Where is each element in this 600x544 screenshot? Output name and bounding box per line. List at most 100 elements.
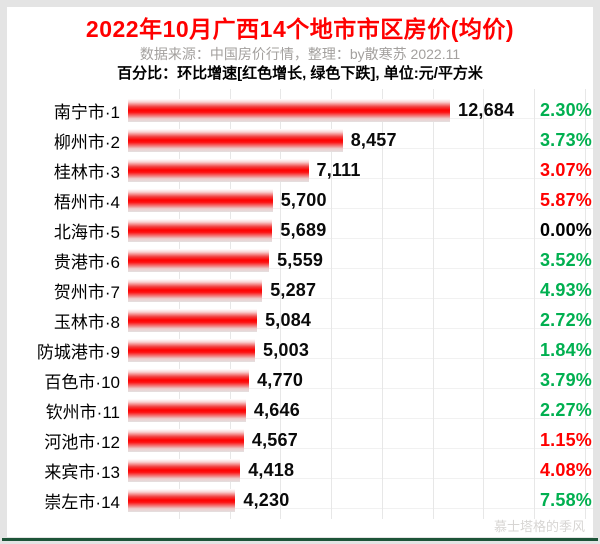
city-label: 贺州市·7 [53,282,120,302]
price-bar [128,278,263,302]
city-label: 北海市·5 [53,222,120,242]
city-label: 桂林市·3 [53,162,120,182]
pct-change-label: 3.07% [539,159,592,180]
price-value-label: 5,689 [280,219,327,240]
gridline [534,89,536,519]
pct-change-label: 1.84% [539,339,592,360]
pct-change-label: 4.08% [539,459,592,480]
chart-row: 南宁市·1 12,684 2.30% [7,95,593,125]
bar-track: 5,700 [128,188,535,212]
gridline [483,89,485,519]
price-value-label: 4,230 [243,489,290,510]
city-label: 来宾市·13 [44,462,120,482]
city-label: 南宁市·1 [53,102,120,122]
chart-row: 桂林市·3 7,111 3.07% [7,155,593,185]
bar-track: 4,567 [128,428,535,452]
gridline [178,89,180,519]
bar-track: 5,287 [128,278,535,302]
price-bar [128,488,236,512]
price-value-label: 5,084 [265,309,312,330]
chart-row: 柳州市·2 8,457 3.73% [7,125,593,155]
city-label: 河池市·12 [44,432,120,452]
chart-row: 贺州市·7 5,287 4.93% [7,275,593,305]
price-bar [128,428,244,452]
price-value-label: 5,700 [280,189,327,210]
bar-track: 4,770 [128,368,535,392]
price-bar [128,368,250,392]
chart-row: 钦州市·11 4,646 2.27% [7,395,593,425]
bar-track: 8,457 [128,128,535,152]
bar-chart: 南宁市·1 12,684 2.30% 柳州市·2 8,457 3.73% 桂林市·3 7,11… [7,89,593,519]
pct-change-label: 7.58% [539,489,592,510]
price-bar [128,158,309,182]
pct-change-label: 0.00% [539,219,592,240]
bar-track: 4,418 [128,458,535,482]
price-bar [128,188,273,212]
watermark: 慕士塔格的季风 [493,519,585,534]
pct-change-label: 2.30% [539,99,592,120]
gridline [432,89,434,519]
city-label: 玉林市·8 [53,312,120,332]
city-label: 梧州市·4 [53,192,120,212]
price-bar [128,248,270,272]
price-value-label: 4,770 [257,369,304,390]
chart-row: 河池市·12 4,567 1.15% [7,425,593,455]
chart-row: 梧州市·4 5,700 5.87% [7,185,593,215]
chart-row: 防城港市·9 5,003 1.84% [7,335,593,365]
price-bar [128,218,273,242]
data-source-note: 数据来源：中国房价行情，整理：by散寒苏 2022.11 [139,46,461,62]
chart-row: 北海市·5 5,689 0.00% [7,215,593,245]
bar-track: 5,003 [128,338,535,362]
chart-row: 百色市·10 4,770 3.79% [7,365,593,395]
price-value-label: 12,684 [458,99,515,120]
gridline [331,89,333,519]
price-value-label: 8,457 [350,129,397,150]
bar-track: 5,689 [128,218,535,242]
chart-rows: 南宁市·1 12,684 2.30% 柳州市·2 8,457 3.73% 桂林市·3 7,11… [7,95,593,515]
price-bar [128,398,246,422]
price-bar [128,128,343,152]
gridline [229,89,231,519]
pct-change-label: 4.93% [539,279,592,300]
city-label: 柳州市·2 [53,132,120,152]
city-label: 百色市·10 [44,372,120,392]
bar-track: 5,084 [128,308,535,332]
city-label: 崇左市·14 [44,492,120,512]
chart-row: 贵港市·6 5,559 3.52% [7,245,593,275]
bottom-accent-line [2,538,598,541]
bar-track: 12,684 [128,98,535,122]
bar-track: 4,646 [128,398,535,422]
pct-change-label: 2.72% [539,309,592,330]
price-value-label: 5,003 [263,339,310,360]
pct-change-label: 3.79% [539,369,592,390]
chart-row: 来宾市·13 4,418 4.08% [7,455,593,485]
chart-row: 玉林市·8 5,084 2.72% [7,305,593,335]
pct-change-label: 3.73% [539,129,592,150]
pct-change-label: 1.15% [539,429,592,450]
price-value-label: 4,418 [248,459,295,480]
price-value-label: 7,111 [316,159,361,180]
bar-track: 4,230 [128,488,535,512]
pct-change-label: 5.87% [539,189,592,210]
pct-change-label: 2.27% [539,399,592,420]
price-bar [128,98,450,122]
chart-row: 崇左市·14 4,230 7.58% [7,485,593,515]
price-value-label: 4,567 [251,429,298,450]
chart-title: 2022年10月广西14个地市市区房价(均价) [85,16,515,42]
gridline [280,89,282,519]
legend-note: 百分比：环比增速[红色增长, 绿色下跌], 单位:元/平方米 [117,65,483,82]
gridline [585,89,586,519]
price-bar [128,308,258,332]
price-bar [128,458,241,482]
city-label: 贵港市·6 [53,252,120,272]
city-label: 防城港市·9 [36,342,120,362]
bar-track: 5,559 [128,248,535,272]
city-label: 钦州市·11 [45,402,120,422]
price-value-label: 5,287 [270,279,317,300]
price-value-label: 4,646 [253,399,300,420]
price-bar [128,338,255,362]
bar-track: 7,111 [128,158,535,182]
price-value-label: 5,559 [277,249,324,270]
gridline [381,89,383,519]
